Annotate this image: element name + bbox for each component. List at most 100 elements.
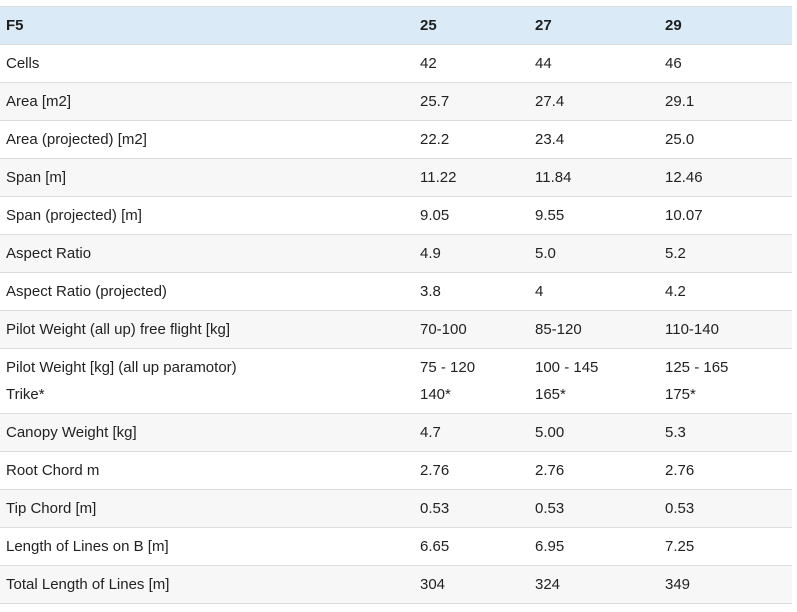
table-cell: 25.0: [659, 120, 792, 159]
table-row: Pilot Weight [kg] (all up paramotor) Trik…: [0, 348, 792, 414]
table-row: Cells 42 44 46: [0, 44, 792, 83]
table-cell: 2.76: [414, 451, 529, 490]
cell-value: 2.76: [535, 462, 565, 479]
table-cell: 0.53: [414, 489, 529, 528]
cell-value: 110-140: [665, 321, 719, 338]
table-row: Span [m] 11.22 11.84 12.46: [0, 158, 792, 197]
cell-value: 324: [535, 576, 561, 593]
row-label: Cells: [0, 44, 414, 83]
table-cell: 6.65: [414, 527, 529, 566]
row-label: Canopy Weight [kg]: [0, 413, 414, 452]
cell-value: 5.0: [535, 245, 556, 262]
spec-table-container: F5 25 27 29 Cells 42 44 46 Area [m2] 25.7 27.4…: [0, 6, 792, 604]
cell-value: 4: [535, 283, 544, 300]
cell-value: 125 - 165: [665, 359, 729, 376]
table-cell: 4.9: [414, 234, 529, 273]
row-label-text: Cells: [6, 55, 40, 72]
table-cell: 11.22: [414, 158, 529, 197]
cell-value: 6.65: [420, 538, 450, 555]
table-cell: 304: [414, 565, 529, 604]
cell-value: 349: [665, 576, 691, 593]
cell-value: 22.2: [420, 131, 450, 148]
cell-value: 2.76: [665, 462, 695, 479]
table-cell: 23.4: [529, 120, 659, 159]
table-row: Area (projected) [m2] 22.2 23.4 25.0: [0, 120, 792, 159]
table-cell: 25.7: [414, 82, 529, 121]
cell-value: 27.4: [535, 93, 565, 110]
row-label-text: Total Length of Lines [m]: [6, 576, 170, 593]
row-label-text: Aspect Ratio: [6, 245, 92, 262]
row-label-text: Area [m2]: [6, 93, 72, 110]
cell-value: 75 - 120: [420, 359, 476, 376]
cell-value: 5.00: [535, 424, 565, 441]
row-label-text: Area (projected) [m2]: [6, 131, 147, 148]
cell-value: 12.46: [665, 169, 703, 186]
table-cell: 11.84: [529, 158, 659, 197]
table-row: Root Chord m 2.76 2.76 2.76: [0, 451, 792, 490]
row-label: Pilot Weight (all up) free flight [kg]: [0, 310, 414, 349]
cell-value: 42: [420, 55, 437, 72]
cell-value: 4.2: [665, 283, 686, 300]
row-label-text: Aspect Ratio (projected): [6, 283, 167, 300]
table-cell: 3.8: [414, 272, 529, 311]
cell-value: 25.0: [665, 131, 695, 148]
table-cell: 100 - 145 165*: [529, 348, 659, 414]
table-row: Canopy Weight [kg] 4.7 5.00 5.3: [0, 413, 792, 452]
table-cell: 9.55: [529, 196, 659, 235]
cell-value: 100 - 145: [535, 359, 599, 376]
cell-value: 11.84: [535, 169, 572, 186]
table-row: Length of Lines on B [m] 6.65 6.95 7.25: [0, 527, 792, 566]
header-size-29: 29: [659, 6, 792, 45]
cell-value: 4.9: [420, 245, 441, 262]
table-cell: 5.2: [659, 234, 792, 273]
row-label-text: Span (projected) [m]: [6, 207, 142, 224]
cell-value: 175*: [665, 386, 696, 403]
cell-value: 44: [535, 55, 552, 72]
table-cell: 349: [659, 565, 792, 604]
row-label-text: Trike*: [6, 386, 45, 403]
table-cell: 10.07: [659, 196, 792, 235]
cell-value: 140*: [420, 386, 451, 403]
row-label-text: Root Chord m: [6, 462, 100, 479]
table-cell: 4: [529, 272, 659, 311]
table-cell: 4.7: [414, 413, 529, 452]
table-header-row: F5 25 27 29: [0, 6, 792, 45]
table-cell: 75 - 120 140*: [414, 348, 529, 414]
table-cell: 2.76: [659, 451, 792, 490]
header-size-25: 25: [414, 6, 529, 45]
cell-value: 85-120: [535, 321, 582, 338]
table-cell: 4.2: [659, 272, 792, 311]
table-cell: 42: [414, 44, 529, 83]
table-cell: 22.2: [414, 120, 529, 159]
cell-value: 0.53: [420, 500, 450, 517]
table-cell: 324: [529, 565, 659, 604]
cell-value: 5.2: [665, 245, 686, 262]
table-cell: 5.00: [529, 413, 659, 452]
row-label-text: Pilot Weight (all up) free flight [kg]: [6, 321, 230, 338]
cell-value: 5.3: [665, 424, 686, 441]
row-label: Length of Lines on B [m]: [0, 527, 414, 566]
cell-value: 23.4: [535, 131, 565, 148]
cell-value: 2.76: [420, 462, 450, 479]
table-row: Span (projected) [m] 9.05 9.55 10.07: [0, 196, 792, 235]
table-row: Pilot Weight (all up) free flight [kg] 70…: [0, 310, 792, 349]
table-row: Aspect Ratio (projected) 3.8 4 4.2: [0, 272, 792, 311]
table-cell: 5.3: [659, 413, 792, 452]
table-cell: 44: [529, 44, 659, 83]
cell-value: 9.05: [420, 207, 450, 224]
table-cell: 6.95: [529, 527, 659, 566]
table-cell: 85-120: [529, 310, 659, 349]
row-label: Total Length of Lines [m]: [0, 565, 414, 604]
table-row: Tip Chord [m] 0.53 0.53 0.53: [0, 489, 792, 528]
table-cell: 0.53: [659, 489, 792, 528]
cell-value: 11.22: [420, 169, 457, 186]
table-cell: 29.1: [659, 82, 792, 121]
cell-value: 0.53: [535, 500, 565, 517]
row-label: Tip Chord [m]: [0, 489, 414, 528]
row-label-text: Tip Chord [m]: [6, 500, 97, 517]
table-cell: 7.25: [659, 527, 792, 566]
table-cell: 125 - 165 175*: [659, 348, 792, 414]
row-label-text: Canopy Weight [kg]: [6, 424, 137, 441]
table-cell: 0.53: [529, 489, 659, 528]
row-label: Span [m]: [0, 158, 414, 197]
